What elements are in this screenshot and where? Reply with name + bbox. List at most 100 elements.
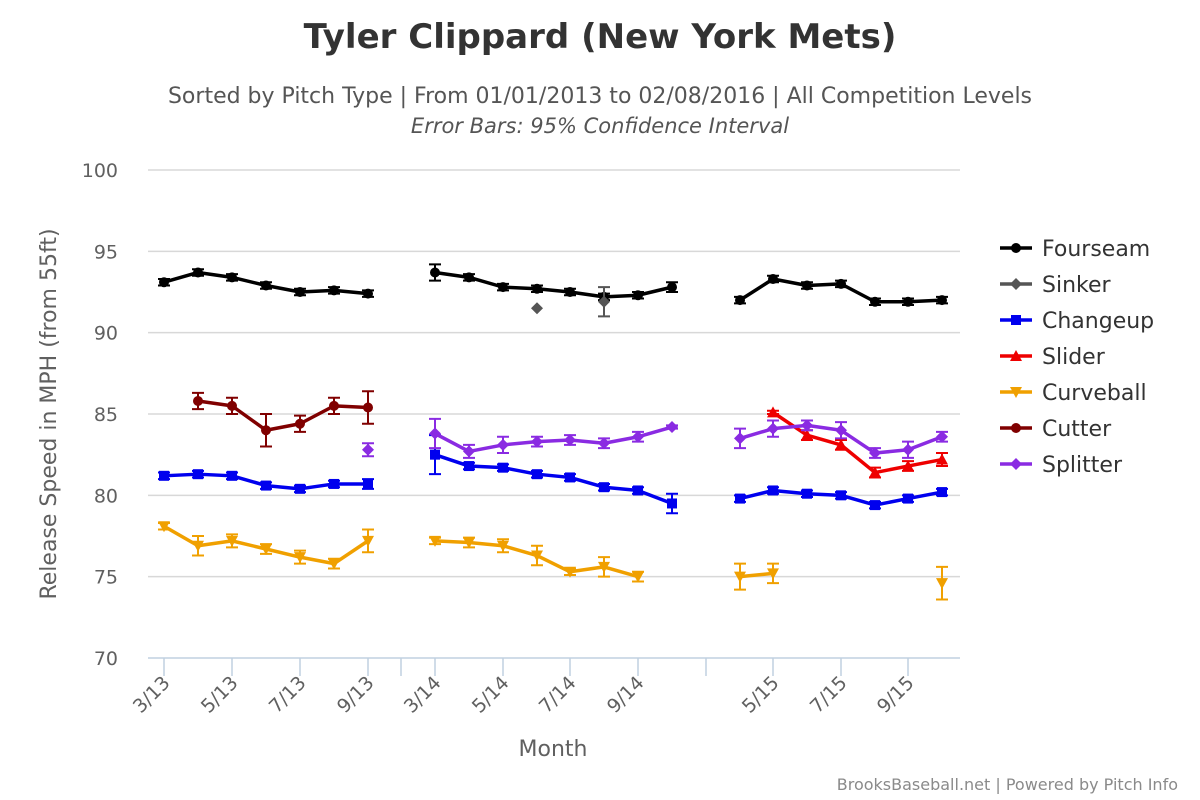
data-point <box>159 277 169 288</box>
data-point <box>937 295 947 306</box>
data-point <box>667 498 677 509</box>
legend-item-splitter[interactable]: Splitter <box>1000 453 1123 478</box>
x-axis-title: Month <box>519 737 588 762</box>
data-point <box>767 406 779 418</box>
data-point <box>633 485 643 496</box>
grid-lines <box>148 169 960 659</box>
series-changeup <box>158 434 948 515</box>
legend-label: Curveball <box>1042 381 1147 406</box>
y-tick-label: 75 <box>94 567 118 589</box>
legend-marker <box>1011 315 1021 325</box>
x-tick-label: 3/14 <box>400 672 446 718</box>
legend-item-cutter[interactable]: Cutter <box>1000 417 1112 442</box>
data-point <box>363 402 373 413</box>
data-point <box>531 550 543 562</box>
data-point <box>734 571 746 583</box>
x-axis: 3/13 5/13 7/13 9/13 3/14 5/14 7/14 9/14 5/15 7/15… <box>129 658 919 718</box>
legend-marker <box>1010 350 1022 361</box>
data-point <box>599 482 609 493</box>
legend-marker <box>1011 423 1021 433</box>
legend-label: Slider <box>1042 345 1106 370</box>
data-point <box>463 537 475 549</box>
series-line <box>739 571 774 579</box>
legend-item-slider[interactable]: Slider <box>1000 345 1106 370</box>
data-point <box>429 427 441 440</box>
data-point <box>498 462 508 473</box>
legend-item-fourseam[interactable]: Fourseam <box>1000 237 1150 262</box>
x-tick-label: 9/13 <box>333 672 379 718</box>
data-point <box>801 419 813 432</box>
chart-subtitle: Sorted by Pitch Type | From 01/01/2013 t… <box>168 84 1032 109</box>
data-point <box>903 493 913 504</box>
y-tick-label: 95 <box>94 241 118 263</box>
legend-marker <box>1010 278 1022 290</box>
series-line <box>772 410 943 475</box>
x-tick-label: 5/13 <box>197 672 243 718</box>
series-line <box>434 425 673 454</box>
data-point <box>937 487 947 498</box>
x-tick-label: 7/15 <box>806 672 852 718</box>
data-point <box>835 438 847 450</box>
series-splitter <box>362 417 948 460</box>
data-point <box>430 267 440 278</box>
series-sinker <box>531 286 610 318</box>
data-point <box>902 443 914 456</box>
data-point <box>294 552 306 564</box>
legend-item-sinker[interactable]: Sinker <box>1000 273 1112 298</box>
data-point <box>564 434 576 447</box>
data-point <box>801 429 813 441</box>
y-tick-label: 80 <box>94 485 118 507</box>
legend-item-changeup[interactable]: Changeup <box>1000 309 1154 334</box>
x-tick-label: 9/14 <box>603 672 649 718</box>
legend-label: Cutter <box>1042 417 1112 442</box>
data-point <box>531 435 543 448</box>
data-point <box>870 500 880 511</box>
x-tick-label: 7/14 <box>535 672 581 718</box>
data-point <box>329 478 339 489</box>
data-point <box>802 280 812 291</box>
data-point <box>464 272 474 283</box>
data-point <box>565 287 575 297</box>
data-point <box>632 571 644 583</box>
series-cutter <box>192 390 374 448</box>
data-point <box>328 558 340 570</box>
data-point <box>633 290 643 301</box>
data-point <box>192 540 204 552</box>
data-point <box>363 288 373 299</box>
y-tick-label: 70 <box>94 648 118 670</box>
y-tick-label: 85 <box>94 404 118 426</box>
data-point <box>261 280 271 291</box>
data-point <box>768 273 778 284</box>
legend-label: Splitter <box>1042 453 1123 478</box>
data-point <box>598 437 610 450</box>
data-point <box>735 295 745 306</box>
data-point <box>564 566 576 578</box>
x-tick-label: 3/13 <box>129 672 175 718</box>
series-line <box>197 399 369 433</box>
legend: Fourseam Sinker Changeup Slider Curveball Cut… <box>1000 237 1154 478</box>
data-point <box>362 535 374 547</box>
data-point <box>598 561 610 573</box>
data-point <box>260 544 272 556</box>
data-point <box>532 469 542 480</box>
data-point <box>836 278 846 289</box>
x-tick-label: 7/13 <box>265 672 311 718</box>
data-point <box>429 535 441 547</box>
series-line <box>434 453 673 506</box>
data-point <box>902 460 914 472</box>
series-curveball <box>158 521 948 601</box>
data-point <box>836 490 846 501</box>
data-point <box>159 470 169 481</box>
data-point <box>193 469 203 480</box>
data-point <box>193 395 203 406</box>
y-axis-ticks: 70 75 80 85 90 95 100 <box>82 160 118 670</box>
data-point <box>869 466 881 478</box>
data-point <box>498 282 508 293</box>
data-point <box>295 418 305 429</box>
data-point <box>329 285 339 296</box>
x-tick-label: 5/14 <box>468 672 514 718</box>
legend-item-curveball[interactable]: Curveball <box>1000 381 1147 406</box>
data-point <box>497 540 509 552</box>
credits[interactable]: BrooksBaseball.net | Powered by Pitch In… <box>837 775 1178 794</box>
